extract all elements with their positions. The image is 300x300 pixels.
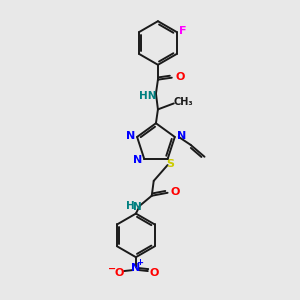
Text: N: N	[131, 263, 140, 273]
Text: CH₃: CH₃	[174, 98, 194, 107]
Text: O: O	[175, 72, 184, 82]
Text: N: N	[133, 202, 141, 212]
Text: H: H	[126, 201, 134, 211]
Text: N: N	[125, 131, 135, 141]
Text: N: N	[177, 131, 186, 141]
Text: O: O	[149, 268, 158, 278]
Text: F: F	[179, 26, 187, 36]
Text: S: S	[167, 159, 175, 169]
Text: N: N	[133, 155, 142, 165]
Text: −: −	[108, 264, 116, 274]
Text: +: +	[136, 258, 143, 267]
Text: HN: HN	[139, 91, 157, 100]
Text: O: O	[171, 187, 180, 197]
Text: O: O	[114, 268, 124, 278]
